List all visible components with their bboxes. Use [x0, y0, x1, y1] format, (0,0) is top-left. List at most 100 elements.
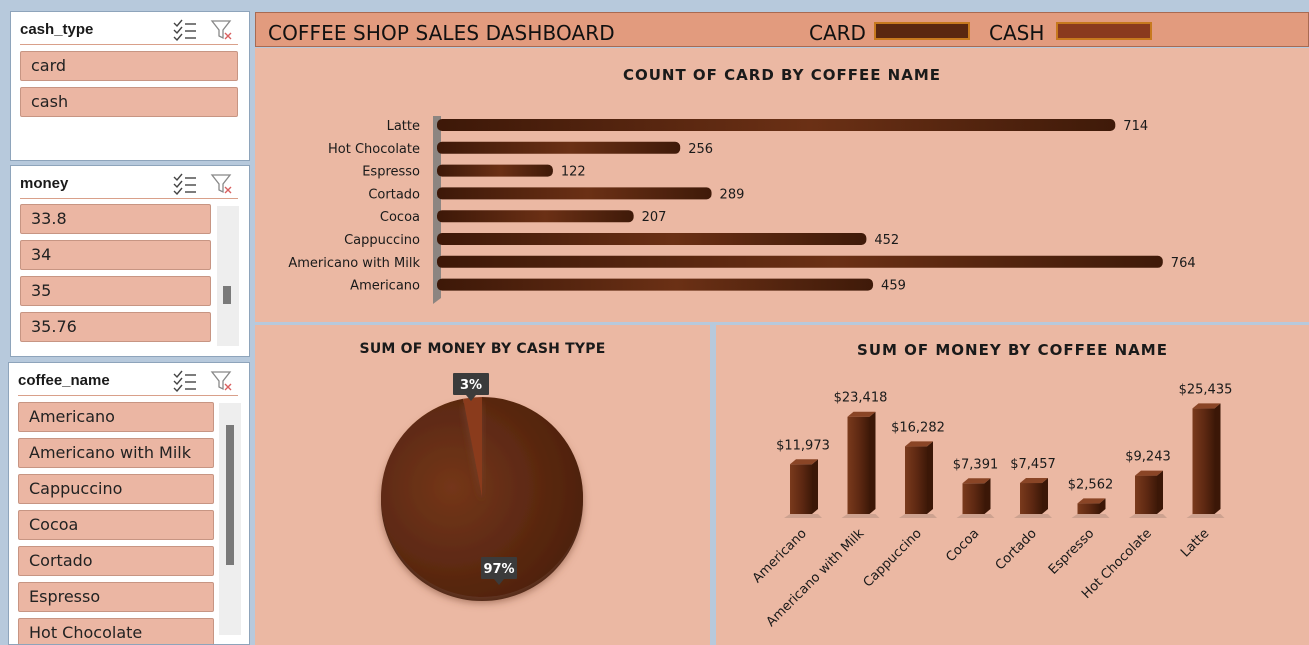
- bar: [1135, 475, 1157, 514]
- bar-side: [1214, 403, 1221, 514]
- data-label: $25,435: [1179, 382, 1233, 397]
- slicer-items: Americano Americano with Milk Cappuccino…: [18, 402, 235, 644]
- y-tick-label: Espresso: [362, 165, 420, 180]
- bar: [437, 141, 681, 154]
- bar: [1192, 408, 1215, 514]
- bar: [437, 119, 1116, 131]
- slicer-money: money 33.8 34 35 35.76: [10, 165, 250, 357]
- data-label: $23,418: [834, 391, 888, 406]
- data-label: $7,457: [1010, 457, 1056, 472]
- x-tick-label: Latte: [1178, 526, 1212, 560]
- panel-count-of-card: COUNT OF CARD BY COFFEE NAME Latte 714 Hot…: [255, 48, 1309, 322]
- bar-shadow: [1186, 514, 1225, 518]
- slicer-title: coffee_name: [18, 372, 110, 389]
- slicer-item-cortado[interactable]: Cortado: [18, 546, 214, 576]
- bar-shadow: [956, 514, 995, 518]
- dashboard-header: COFFEE SHOP SALES DASHBOARD CARD CASH: [255, 12, 1309, 47]
- slicer-item-money[interactable]: 35.76: [20, 312, 211, 342]
- slicer-item-hot-chocolate[interactable]: Hot Chocolate: [18, 618, 214, 644]
- data-label: 97%: [483, 562, 514, 577]
- data-label: 207: [642, 210, 667, 225]
- data-label: $11,973: [776, 438, 830, 453]
- bar: [437, 233, 867, 245]
- data-label-box: [453, 373, 489, 395]
- bar-top: [1077, 498, 1106, 504]
- bar-side: [984, 478, 991, 514]
- slicer-item-cocoa[interactable]: Cocoa: [18, 510, 214, 540]
- data-label-pointer: [494, 579, 504, 585]
- bar: [437, 187, 712, 200]
- bar-side: [869, 411, 876, 514]
- slicer-item-americano-with-milk[interactable]: Americano with Milk: [18, 438, 214, 468]
- slicer-icons: [172, 370, 236, 394]
- chart-title: COUNT OF CARD BY COFFEE NAME: [622, 66, 941, 84]
- bar-top: [962, 478, 991, 484]
- clear-filter-icon[interactable]: [210, 19, 234, 41]
- clear-filter-icon[interactable]: [210, 370, 234, 392]
- slicer-title: money: [20, 175, 69, 192]
- bar-side: [812, 459, 818, 514]
- x-tick-label: Americano: [750, 526, 810, 586]
- slicer-coffee-name: coffee_name Americano Americano with Mil…: [8, 362, 250, 645]
- chart-title: SUM OF MONEY BY COFFEE NAME: [857, 341, 1168, 359]
- slicer-item-money[interactable]: 33.8: [20, 204, 211, 234]
- bar-side: [1099, 498, 1106, 514]
- bar: [1020, 483, 1042, 514]
- bar-top: [1192, 403, 1221, 409]
- pie-slice: [463, 397, 482, 497]
- multi-select-icon[interactable]: [172, 173, 198, 195]
- x-tick-label: Espresso: [1046, 526, 1098, 578]
- bar: [437, 210, 634, 223]
- scrollbar[interactable]: [219, 403, 241, 635]
- bar: [1077, 503, 1100, 514]
- bar: [905, 446, 927, 514]
- slicer-items: card cash: [20, 51, 238, 160]
- panel-sum-by-cash-type: SUM OF MONEY BY CASH TYPE 3% 97%: [255, 325, 710, 645]
- slicer-header: cash_type: [20, 19, 238, 45]
- slicer-cash-type: cash_type card cash: [10, 11, 250, 161]
- scrollbar-thumb[interactable]: [226, 425, 234, 565]
- data-label: 256: [688, 142, 713, 157]
- bar: [847, 416, 870, 514]
- bar-top: [1020, 478, 1048, 484]
- legend-label-cash: CASH: [989, 21, 1045, 45]
- dashboard-title: COFFEE SHOP SALES DASHBOARD: [268, 21, 615, 45]
- bar-side: [1042, 478, 1048, 514]
- bar-shadow: [1071, 514, 1110, 518]
- pie-chart: 3% 97%: [381, 373, 584, 601]
- data-label-box: [481, 557, 517, 579]
- scrollbar[interactable]: [217, 206, 239, 346]
- multi-select-icon[interactable]: [172, 19, 198, 41]
- slicer-item-cappuccino[interactable]: Cappuccino: [18, 474, 214, 504]
- slicer-item-cash[interactable]: cash: [20, 87, 238, 117]
- slicer-icons: [172, 173, 236, 197]
- legend-swatch-cash: [1056, 22, 1152, 40]
- bar: [437, 255, 1163, 268]
- bar: [790, 464, 812, 514]
- y-tick-label: Cocoa: [380, 210, 420, 225]
- multi-select-icon[interactable]: [172, 370, 198, 392]
- bar-shadow: [1014, 514, 1052, 518]
- y-tick-label: Americano with Milk: [288, 256, 420, 271]
- y-tick-label: Cappuccino: [344, 233, 420, 248]
- bar-side: [927, 441, 933, 514]
- data-label: 122: [561, 165, 586, 180]
- data-label: 3%: [460, 378, 482, 393]
- bar-top: [847, 411, 876, 417]
- slicer-header: money: [20, 173, 238, 199]
- data-label-pointer: [466, 395, 476, 401]
- scrollbar-thumb[interactable]: [223, 286, 231, 304]
- slicer-items: 33.8 34 35 35.76: [20, 204, 235, 356]
- slicer-icons: [172, 19, 236, 43]
- clear-filter-icon[interactable]: [210, 173, 234, 195]
- x-tick-label: Americano with Milk: [764, 526, 868, 630]
- data-label: $9,243: [1125, 450, 1171, 465]
- pie-slice: [381, 397, 584, 597]
- x-tick-label: Cortado: [993, 526, 1040, 573]
- slicer-item-card[interactable]: card: [20, 51, 238, 81]
- slicer-item-money[interactable]: 34: [20, 240, 211, 270]
- slicer-item-espresso[interactable]: Espresso: [18, 582, 214, 612]
- slicer-item-money[interactable]: 35: [20, 276, 211, 306]
- y-tick-label: Cortado: [368, 187, 420, 202]
- slicer-item-americano[interactable]: Americano: [18, 402, 214, 432]
